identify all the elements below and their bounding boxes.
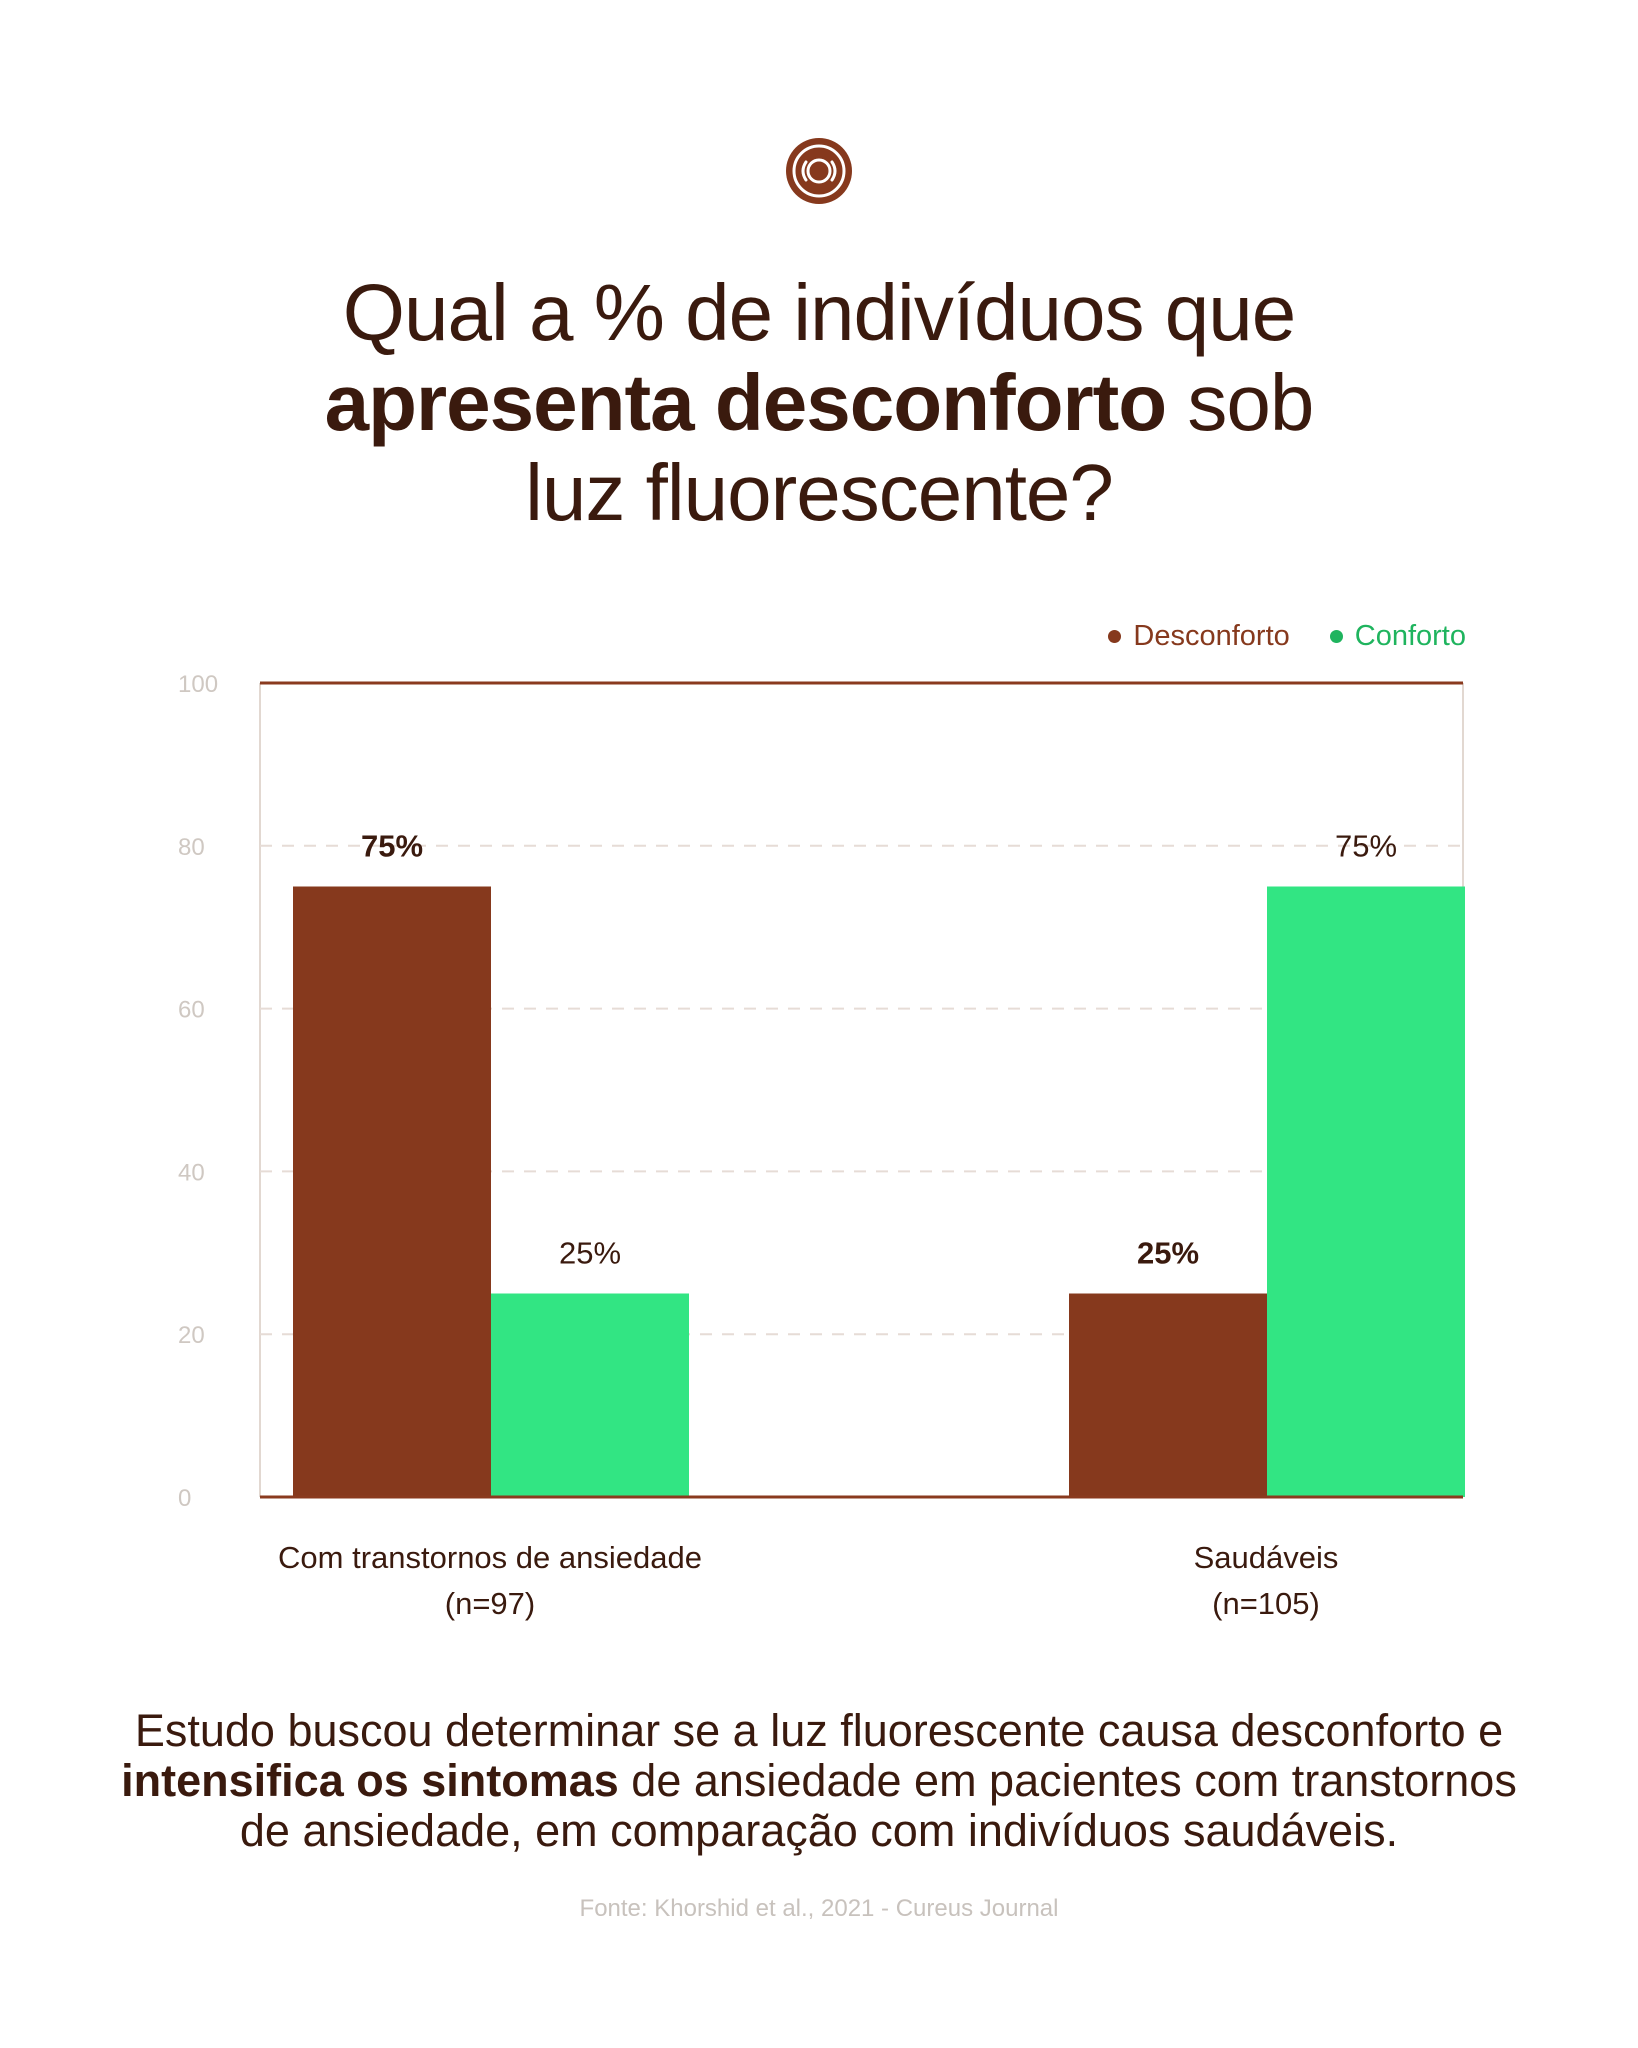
y-tick-label: 40 bbox=[178, 1159, 205, 1186]
bar bbox=[1267, 886, 1465, 1497]
source-citation: Fonte: Khorshid et al., 2021 - Cureus Jo… bbox=[579, 1895, 1059, 1922]
data-label: 25% bbox=[559, 1236, 621, 1271]
category-label: Saudáveis bbox=[1194, 1540, 1339, 1575]
caption-line-1: Estudo buscou determinar se a luz fluore… bbox=[134, 1705, 1504, 1756]
title-bold-phrase: apresenta desconforto bbox=[324, 358, 1167, 447]
legend-label-conforto: Conforto bbox=[1354, 620, 1466, 652]
category-sublabel: (n=105) bbox=[1212, 1586, 1320, 1621]
y-tick-label: 0 bbox=[178, 1485, 191, 1512]
y-tick-label: 60 bbox=[178, 997, 205, 1024]
caption-bold-phrase: intensifica os sintomas bbox=[121, 1755, 619, 1806]
caption-line-2-rest: de ansiedade em pacientes com transtorno… bbox=[618, 1755, 1517, 1806]
legend-label-desconforto: Desconforto bbox=[1133, 620, 1290, 652]
bar bbox=[491, 1293, 689, 1497]
chart-legend: Desconforto Conforto bbox=[1108, 620, 1466, 653]
y-tick-label: 80 bbox=[178, 834, 205, 861]
title-line-1: Qual a % de indivíduos que bbox=[342, 268, 1296, 357]
caption-line-3: de ansiedade, em comparação com indivídu… bbox=[239, 1805, 1399, 1856]
category-label: Com transtornos de ansiedade bbox=[278, 1540, 702, 1575]
concentric-circle-icon bbox=[786, 138, 852, 204]
legend-item-conforto: Conforto bbox=[1329, 620, 1466, 653]
data-label: 75% bbox=[361, 829, 423, 864]
title-line-2: apresenta desconforto sob bbox=[0, 358, 1638, 448]
legend-dot-desconforto bbox=[1108, 630, 1122, 643]
title-line-3: luz fluorescente? bbox=[525, 448, 1114, 537]
y-tick-label: 100 bbox=[178, 671, 218, 698]
caption-line-2: intensifica os sintomas de ansiedade em … bbox=[60, 1756, 1578, 1806]
bar bbox=[1069, 1293, 1267, 1497]
legend-dot-conforto bbox=[1329, 630, 1343, 643]
page-title: Qual a % de indivíduos que apresenta des… bbox=[0, 268, 1638, 538]
data-label: 75% bbox=[1335, 829, 1397, 864]
category-sublabel: (n=97) bbox=[445, 1586, 535, 1621]
legend-item-desconforto: Desconforto bbox=[1108, 620, 1290, 653]
study-caption: Estudo buscou determinar se a luz fluore… bbox=[60, 1706, 1578, 1856]
data-label: 25% bbox=[1137, 1236, 1199, 1271]
bar bbox=[293, 886, 491, 1497]
y-tick-label: 20 bbox=[178, 1322, 205, 1349]
title-line-2-rest: sob bbox=[1166, 358, 1314, 447]
bar-chart: 0 20 40 60 80 100 75% 25% 25% 75% Com transtornos … bbox=[178, 671, 1465, 1621]
